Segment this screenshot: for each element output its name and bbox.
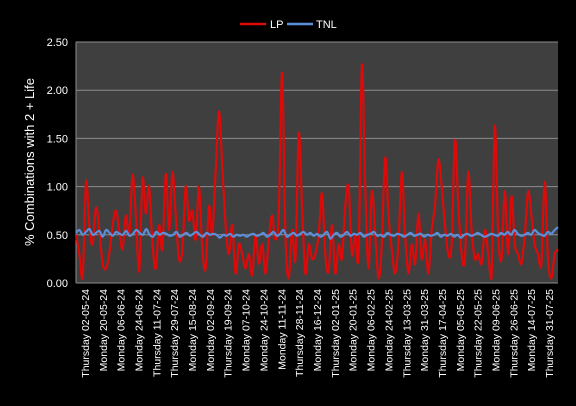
x-tick-label: Thursday 17-04-25 — [437, 289, 449, 378]
x-tick-label: Thursday 31-07-25 — [544, 289, 556, 378]
y-tick-label: 0.00 — [47, 278, 68, 290]
x-tick-label: Thursday 22-05-25 — [473, 289, 485, 378]
x-tick-label: Monday 14-07-25 — [526, 289, 538, 371]
x-tick-label: Monday 09-06-25 — [491, 289, 503, 371]
x-tick-label: Thursday 26-06-25 — [508, 289, 520, 378]
legend-label-tnl: TNL — [316, 19, 337, 31]
y-tick-label: 2.00 — [47, 85, 68, 97]
x-tick-label: Monday 07-10-24 — [241, 289, 253, 371]
x-tick-label: Monday 16-12-24 — [312, 289, 324, 371]
legend: LP TNL — [240, 19, 337, 31]
legend-label-lp: LP — [270, 19, 283, 31]
x-tick-label: Monday 24-10-24 — [258, 289, 270, 371]
x-tick-label: Thursday 29-07-24 — [169, 289, 181, 378]
x-tick-label: Thursday 19-09-24 — [223, 289, 235, 378]
x-tick-label: Monday 05-05-25 — [455, 289, 467, 371]
y-tick-label: 1.50 — [47, 133, 68, 145]
series-lines — [74, 63, 559, 280]
x-tick-label: Monday 15-08-24 — [187, 289, 199, 371]
x-tick-label: Monday 20-01-25 — [348, 289, 360, 371]
x-tick-label: Monday 24-02-25 — [383, 289, 395, 371]
x-tick-label: Thursday 02-01-25 — [330, 289, 342, 378]
x-tick-label: Thursday 02-05-24 — [80, 289, 92, 378]
y-tick-label: 0.50 — [47, 230, 68, 242]
x-tick-label: Thursday 11-07-24 — [151, 289, 163, 377]
y-tick-label: 1.00 — [47, 182, 68, 194]
y-axis-ticks: 0.00 0.50 1.00 1.50 2.00 2.50 — [47, 37, 68, 290]
x-axis-ticks: Thursday 02-05-24 Monday 20-05-24 Monday 0… — [80, 289, 556, 378]
x-tick-label: Monday 06-02-25 — [366, 289, 378, 371]
y-axis-title: % Combinations with 2 + Life — [22, 78, 37, 246]
y-tick-label: 2.50 — [47, 37, 68, 49]
x-tick-label: Thursday 28-11-24 — [294, 289, 306, 377]
x-tick-label: Monday 20-05-24 — [98, 289, 110, 371]
x-tick-label: Monday 24-06-24 — [133, 289, 145, 371]
x-tick-label: Monday 06-06-24 — [116, 289, 128, 371]
series-line-lp — [74, 63, 559, 280]
x-tick-label: Monday 31-03-25 — [419, 289, 431, 371]
x-tick-label: Monday 02-09-24 — [205, 289, 217, 371]
series-line-tnl — [75, 226, 559, 240]
x-tick-label: Thursday 13-03-25 — [401, 289, 413, 378]
x-tick-label: Monday 11-11-24 — [276, 289, 288, 370]
